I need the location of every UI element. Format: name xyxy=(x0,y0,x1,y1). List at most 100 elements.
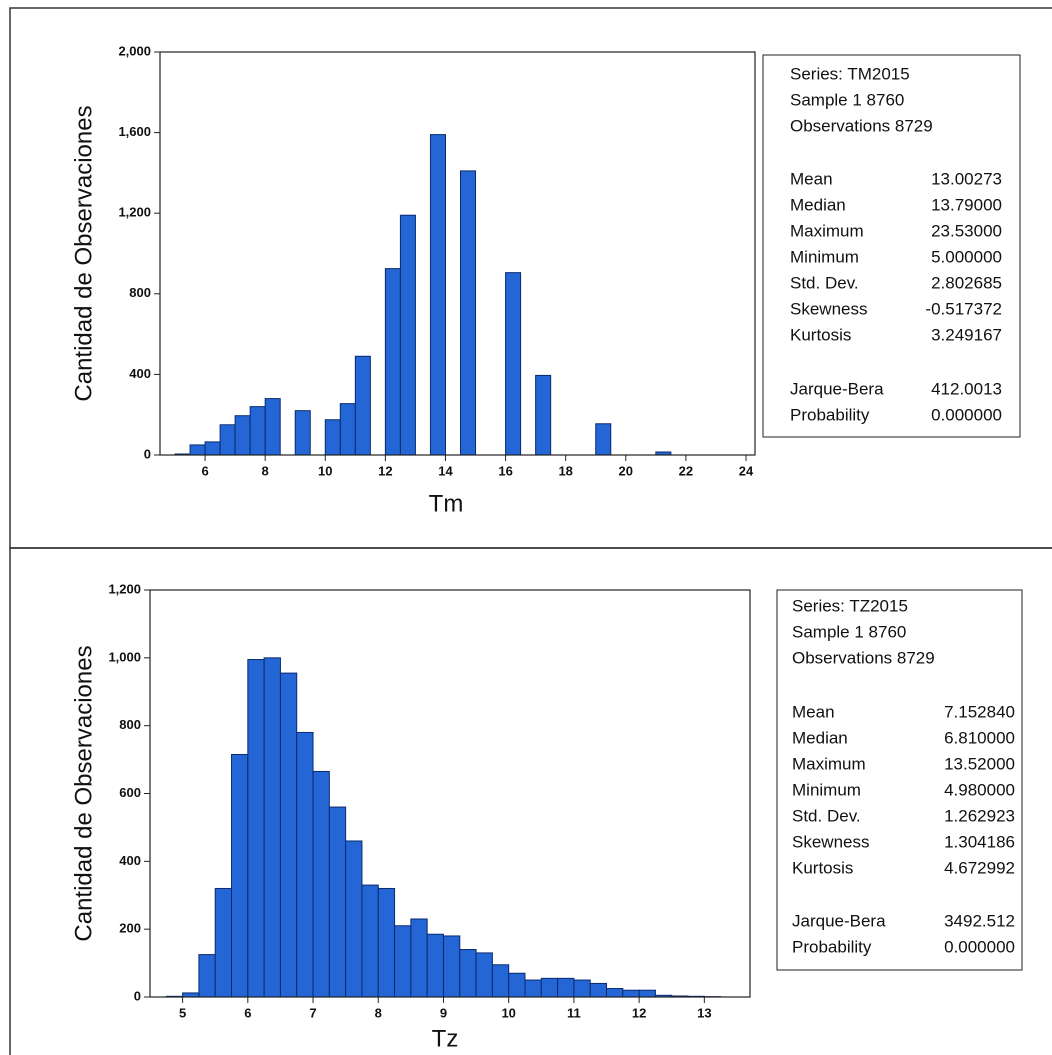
x-tick-label: 10 xyxy=(318,463,332,478)
bar xyxy=(328,806,347,998)
bar xyxy=(524,979,542,998)
bar xyxy=(247,659,265,998)
bar xyxy=(505,272,522,456)
x-axis-label: Tz xyxy=(432,1025,459,1052)
bar xyxy=(264,398,281,456)
stat-value: 5.000000 xyxy=(931,247,1002,266)
stat-label: Skewness xyxy=(792,832,869,851)
y-tick-label: 2,000 xyxy=(118,43,151,58)
x-tick-label: 8 xyxy=(375,1005,382,1020)
x-tick-label: 18 xyxy=(558,463,572,478)
bar xyxy=(410,918,428,998)
y-tick-label: 200 xyxy=(119,921,141,936)
stat-value: 3492.512 xyxy=(944,911,1015,930)
y-tick-label: 400 xyxy=(119,853,141,868)
bar xyxy=(394,925,412,998)
stat-label: Probability xyxy=(792,937,872,956)
bar xyxy=(324,419,341,456)
bar xyxy=(491,964,510,998)
stat-label: Std. Dev. xyxy=(792,806,861,825)
stat-value: 4.980000 xyxy=(944,780,1015,799)
bar xyxy=(294,410,311,456)
stat-label: Mean xyxy=(790,169,833,188)
bar xyxy=(557,977,575,998)
bar xyxy=(263,657,281,998)
bar xyxy=(573,979,591,998)
y-tick-label: 1,600 xyxy=(118,124,151,139)
stats-box xyxy=(776,589,1023,971)
y-tick-label: 400 xyxy=(129,366,151,381)
bar xyxy=(622,989,640,998)
stats-header: Observations 8729 xyxy=(790,116,933,135)
x-tick-label: 6 xyxy=(201,463,208,478)
bar xyxy=(475,952,493,998)
y-axis-label: Cantidad de Observaciones xyxy=(70,105,97,401)
x-tick-label: 8 xyxy=(262,463,269,478)
stats-box xyxy=(762,54,1021,438)
x-tick-label: 14 xyxy=(438,463,453,478)
bar xyxy=(606,988,624,998)
x-tick-label: 12 xyxy=(632,1005,646,1020)
stat-value: -0.517372 xyxy=(925,299,1002,318)
stat-value: 7.152840 xyxy=(944,702,1015,721)
stat-label: Jarque-Bera xyxy=(790,379,884,398)
x-tick-label: 12 xyxy=(378,463,392,478)
x-tick-label: 20 xyxy=(619,463,633,478)
bar xyxy=(204,441,221,456)
stat-label: Skewness xyxy=(790,299,867,318)
bar xyxy=(442,935,461,998)
panel-frame xyxy=(9,547,1052,1055)
y-axis-label: Cantidad de Observaciones xyxy=(70,645,97,941)
x-tick-label: 13 xyxy=(697,1005,711,1020)
bar xyxy=(399,214,416,456)
stat-value: 0.000000 xyxy=(931,405,1002,424)
stat-value: 13.52000 xyxy=(944,754,1015,773)
bar xyxy=(182,992,200,998)
bar xyxy=(459,949,477,998)
y-tick-label: 1,200 xyxy=(118,205,151,220)
bar xyxy=(198,954,216,998)
stat-label: Minimum xyxy=(790,247,859,266)
x-tick-label: 9 xyxy=(440,1005,447,1020)
stat-value: 3.249167 xyxy=(931,325,1002,344)
stat-value: 2.802685 xyxy=(931,273,1002,292)
bar xyxy=(595,423,612,456)
y-tick-label: 800 xyxy=(119,717,141,732)
x-tick-label: 10 xyxy=(501,1005,515,1020)
stat-label: Maximum xyxy=(790,221,864,240)
y-tick-label: 0 xyxy=(134,988,141,1003)
bar xyxy=(377,887,396,998)
bar xyxy=(426,933,444,998)
bar xyxy=(460,170,477,456)
plot-frame xyxy=(159,51,756,456)
y-tick-label: 1,000 xyxy=(108,649,141,664)
stat-value: 23.53000 xyxy=(931,221,1002,240)
bar xyxy=(214,887,233,998)
stat-value: 1.304186 xyxy=(944,832,1015,851)
bar xyxy=(219,424,236,456)
bar xyxy=(189,444,206,456)
stat-label: Kurtosis xyxy=(792,858,853,877)
stats-header: Observations 8729 xyxy=(792,648,935,667)
y-tick-label: 800 xyxy=(129,285,151,300)
stat-value: 0.000000 xyxy=(944,937,1015,956)
stat-value: 13.00273 xyxy=(931,169,1002,188)
stats-header: Series: TM2015 xyxy=(790,64,910,83)
y-tick-label: 600 xyxy=(119,785,141,800)
bar xyxy=(279,672,298,998)
x-tick-label: 16 xyxy=(498,463,512,478)
stat-value: 4.672992 xyxy=(944,858,1015,877)
bar xyxy=(508,972,526,998)
x-tick-label: 6 xyxy=(244,1005,251,1020)
stats-header: Sample 1 8760 xyxy=(790,90,904,109)
bar xyxy=(540,977,559,998)
stat-label: Maximum xyxy=(792,754,866,773)
stat-label: Mean xyxy=(792,702,835,721)
stat-label: Median xyxy=(790,195,846,214)
bar xyxy=(234,415,251,456)
stat-label: Minimum xyxy=(792,780,861,799)
bar xyxy=(429,134,446,456)
y-tick-label: 0 xyxy=(144,446,151,461)
bar xyxy=(312,770,330,998)
